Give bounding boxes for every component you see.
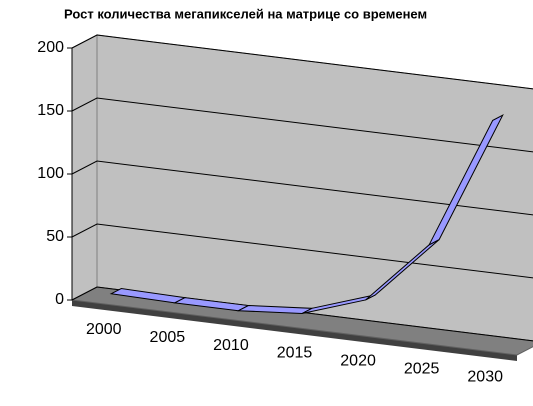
chart-title: Рост количества мегапикселей на матрице …	[64, 6, 427, 21]
x-tick-label: 2015	[277, 345, 313, 362]
grid-line	[71, 97, 533, 153]
y-tick-label: 0	[55, 291, 64, 308]
y-tick-label: 150	[37, 102, 64, 119]
x-tick-label: 2000	[86, 321, 122, 338]
grid-line	[71, 160, 533, 216]
grid-line	[71, 223, 533, 279]
ribbon-segment	[427, 114, 504, 246]
y-tick-label: 200	[37, 39, 64, 56]
x-tick-label: 2030	[467, 368, 503, 385]
y-tick-label: 50	[46, 228, 64, 245]
y-tick-label: 100	[37, 165, 64, 182]
grid-line	[71, 34, 533, 90]
x-tick-label: 2010	[213, 337, 249, 354]
x-tick-label: 2005	[150, 329, 186, 346]
x-tick-label: 2025	[404, 360, 440, 377]
floor-edge	[72, 300, 517, 361]
x-tick-label: 2020	[340, 353, 376, 370]
grid-line	[71, 286, 533, 342]
